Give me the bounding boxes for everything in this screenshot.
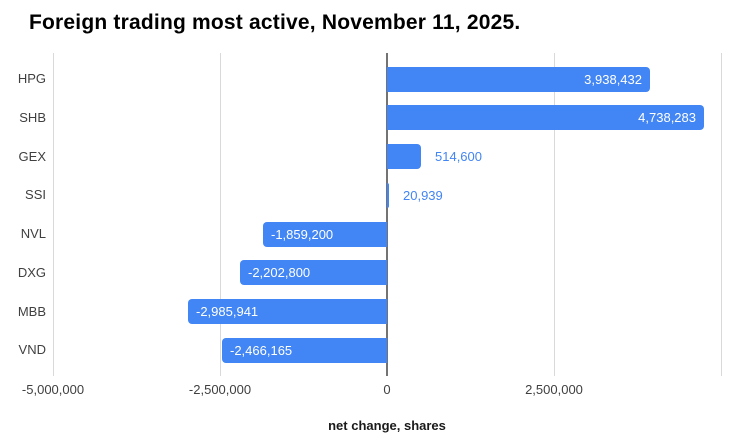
- chart-title: Foreign trading most active, November 11…: [29, 11, 521, 34]
- bar-value-label-dxg: -2,202,800: [248, 265, 311, 280]
- gridline: [554, 53, 555, 376]
- x-tick-label: -2,500,000: [188, 382, 252, 397]
- x-axis-title: net change, shares: [328, 418, 446, 433]
- x-tick-label: 2,500,000: [525, 382, 583, 397]
- x-tick-label: 0: [383, 382, 391, 397]
- bar-value-label-mbb: -2,985,941: [196, 304, 259, 319]
- category-label-hpg: HPG: [17, 71, 46, 86]
- gridline: [53, 53, 54, 376]
- bar-shb: [387, 105, 704, 130]
- category-label-gex: GEX: [18, 149, 46, 164]
- bar-value-label-nvl: -1,859,200: [271, 227, 334, 242]
- bar-hpg: [387, 67, 650, 92]
- gridline: [721, 53, 722, 376]
- category-label-vnd: VND: [18, 342, 46, 357]
- bar-value-label-ssi: 20,939: [403, 188, 443, 203]
- bar-mbb: [188, 299, 387, 324]
- category-label-dxg: DXG: [17, 265, 46, 280]
- bar-gex: [387, 144, 421, 169]
- bar-value-label-hpg: 3,938,432: [584, 72, 642, 87]
- bar-vnd: [222, 338, 387, 363]
- bar-value-label-vnd: -2,466,165: [230, 343, 293, 358]
- bar-value-label-shb: 4,738,283: [638, 110, 696, 125]
- category-label-ssi: SSI: [25, 187, 46, 202]
- x-tick-label: -5,000,000: [21, 382, 85, 397]
- category-label-mbb: MBB: [17, 304, 46, 319]
- category-label-nvl: NVL: [20, 226, 46, 241]
- bar-ssi: [387, 183, 389, 208]
- bar-value-label-gex: 514,600: [435, 149, 482, 164]
- gridline: [220, 53, 221, 376]
- bar-dxg: [240, 260, 387, 285]
- category-label-shb: SHB: [19, 110, 46, 125]
- bar-nvl: [263, 222, 387, 247]
- zero-axis-line: [386, 53, 388, 376]
